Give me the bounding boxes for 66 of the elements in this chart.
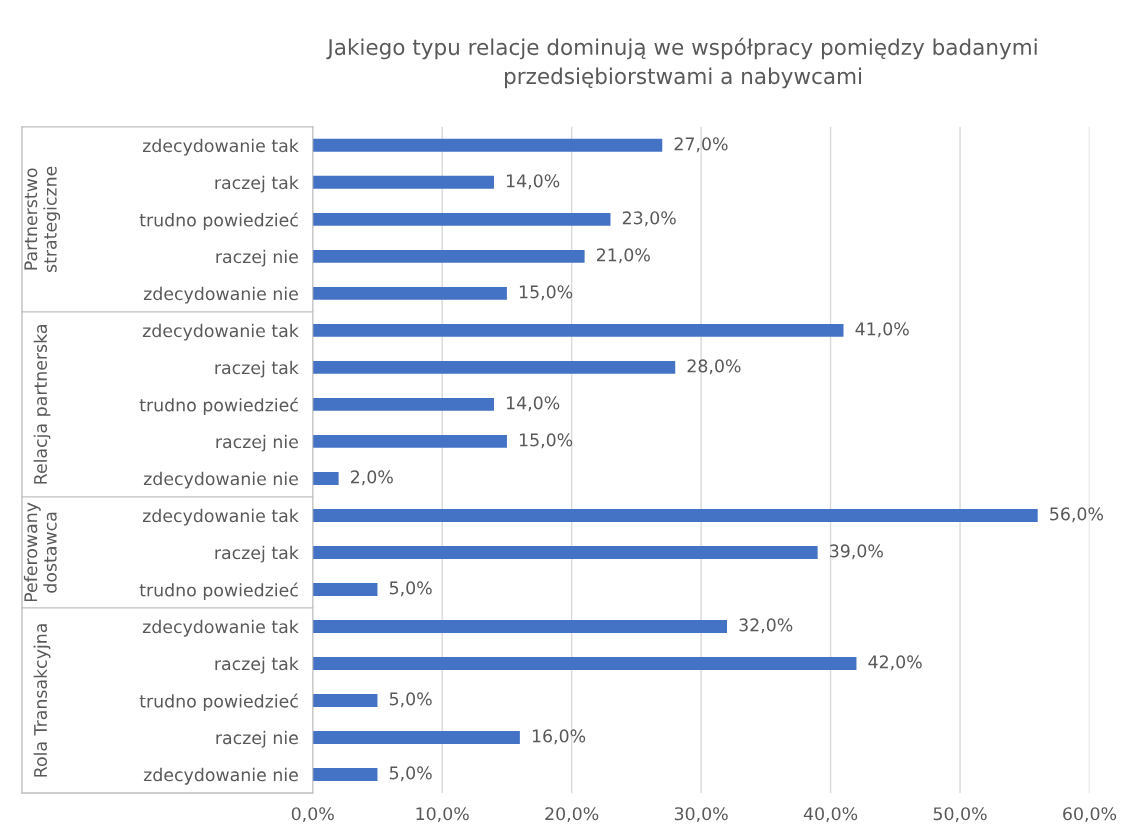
bar <box>312 138 663 152</box>
x-tick-label: 60,0% <box>1063 807 1117 823</box>
y-tick-label: raczej tak <box>215 360 299 378</box>
text: Rola Transakcyjna <box>33 624 51 777</box>
bar <box>312 582 378 596</box>
bar <box>312 286 507 300</box>
bar <box>312 730 520 744</box>
text: Peferowany dostawca <box>23 502 57 602</box>
text: Partnerstwo strategiczne <box>24 166 61 273</box>
data-label: 23,0% <box>622 211 676 227</box>
bar <box>312 545 818 559</box>
y-tick-label: zdecydowanie tak <box>142 619 299 637</box>
y-tick-label: raczej nie <box>216 249 298 267</box>
data-label: 28,0% <box>687 359 741 375</box>
y-tick-label: raczej tak <box>215 656 299 674</box>
y-tick-label: trudno powiedzieć <box>139 397 298 415</box>
data-label: 21,0% <box>596 248 650 264</box>
data-label: 41,0% <box>855 322 909 338</box>
data-label: 2,0% <box>351 470 393 486</box>
bar <box>312 360 676 374</box>
data-label: 15,0% <box>519 285 573 301</box>
y-tick-label: trudno powiedzieć <box>139 693 298 711</box>
bar <box>312 508 1038 522</box>
data-label: 15,0% <box>519 433 573 449</box>
bar <box>312 175 494 189</box>
bar <box>312 767 378 781</box>
data-label: 5,0% <box>389 692 432 708</box>
y-tick-label: zdecydowanie tak <box>142 323 299 341</box>
bar <box>312 249 585 263</box>
x-tick-label: 10,0% <box>416 807 469 823</box>
y-tick-label: trudno powiedzieć <box>139 582 298 600</box>
y-tick-label: zdecydowanie tak <box>142 138 299 156</box>
x-tick-label: 0,0% <box>291 807 334 823</box>
bar <box>312 619 727 633</box>
bar <box>312 693 378 707</box>
y-tick-label: raczej tak <box>215 545 299 563</box>
data-label: 39,0% <box>830 544 883 560</box>
data-label: 42,0% <box>868 655 922 671</box>
bar <box>312 323 844 337</box>
bar <box>312 434 507 448</box>
y-tick-label: zdecydowanie nie <box>143 286 298 304</box>
data-label: 5,0% <box>389 766 432 782</box>
bar <box>312 656 857 670</box>
y-tick-label: raczej tak <box>215 175 299 193</box>
y-tick-label: zdecydowanie nie <box>143 767 298 785</box>
x-tick-label: 40,0% <box>803 807 858 823</box>
chart-title: Jakiego typu relacje dominują we współpracy pomiędzy badanymi przedsiębiorstwami a nabywcami <box>326 37 1037 89</box>
bar <box>312 397 494 411</box>
data-label: 56,0% <box>1050 507 1104 523</box>
text: Relacja partnerska <box>33 325 51 484</box>
x-tick-label: 20,0% <box>545 807 599 823</box>
data-label: 27,0% <box>674 137 728 153</box>
y-tick-label: zdecydowanie tak <box>142 508 299 526</box>
y-tick-label: raczej nie <box>216 730 298 748</box>
y-tick-label: raczej nie <box>216 434 298 452</box>
data-label: 5,0% <box>389 581 432 597</box>
x-tick-label: 30,0% <box>674 807 728 823</box>
y-tick-label: trudno powiedzieć <box>139 212 298 230</box>
y-tick-label: zdecydowanie nie <box>143 471 298 489</box>
bar <box>312 212 611 226</box>
data-label: 14,0% <box>506 396 560 412</box>
data-label: 14,0% <box>506 174 560 190</box>
data-label: 16,0% <box>532 729 586 745</box>
bar <box>312 471 339 485</box>
data-label: 32,0% <box>739 618 793 634</box>
x-tick-label: 50,0% <box>933 807 987 823</box>
